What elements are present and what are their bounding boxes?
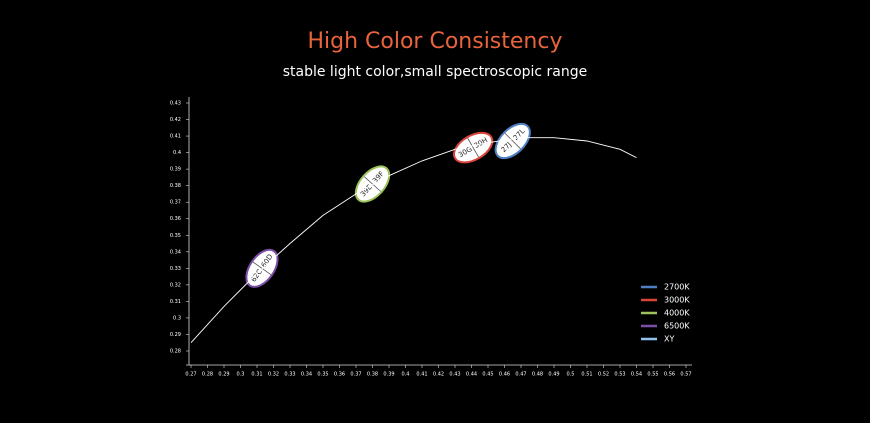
legend-label: 6500K xyxy=(664,322,690,331)
x-tick-label: 0.32 xyxy=(268,372,279,378)
y-tick-label: 0.33 xyxy=(170,266,181,272)
locus-curve xyxy=(190,137,637,344)
x-tick-label: 0.46 xyxy=(499,372,510,378)
x-tick-label: 0.33 xyxy=(284,372,295,378)
x-tick-label: 0.52 xyxy=(598,372,609,378)
x-tick-label: 0.54 xyxy=(631,372,642,378)
legend-label: 4000K xyxy=(664,309,690,318)
x-tick-label: 0.38 xyxy=(367,372,378,378)
y-tick-label: 0.28 xyxy=(170,349,181,355)
x-tick-label: 0.27 xyxy=(185,372,196,378)
y-tick-label: 0.29 xyxy=(170,332,181,338)
x-tick-label: 0.53 xyxy=(614,372,625,378)
chart-title: High Color Consistency xyxy=(307,29,562,54)
x-tick-label: 0.55 xyxy=(647,372,658,378)
legend-label: XY xyxy=(664,335,674,344)
x-tick-label: 0.28 xyxy=(202,372,213,378)
y-tick-label: 0.36 xyxy=(170,216,181,222)
x-tick-label: 0.31 xyxy=(251,372,262,378)
x-tick-label: 0.41 xyxy=(416,372,427,378)
chart-subtitle: stable light color,small spectroscopic r… xyxy=(283,64,588,80)
x-tick-label: 0.29 xyxy=(218,372,229,378)
ellipse-divider xyxy=(467,137,479,158)
legend-label: 3000K xyxy=(664,296,690,305)
y-tick-label: 0.43 xyxy=(170,101,181,107)
y-tick-label: 0.38 xyxy=(170,183,181,189)
y-tick-label: 0.32 xyxy=(170,282,181,288)
ellipse-divider xyxy=(504,132,521,150)
x-tick-label: 0.35 xyxy=(317,372,328,378)
x-tick-label: 0.37 xyxy=(350,372,361,378)
y-tick-label: 0.42 xyxy=(170,117,181,123)
x-tick-label: 0.44 xyxy=(466,372,477,378)
x-tick-label: 0.3 xyxy=(237,372,245,378)
y-tick-label: 0.3 xyxy=(173,315,181,321)
y-tick-label: 0.41 xyxy=(170,134,181,140)
y-tick-label: 0.4 xyxy=(173,150,181,156)
x-tick-label: 0.42 xyxy=(433,372,444,378)
x-tick-label: 0.43 xyxy=(449,372,460,378)
x-tick-label: 0.56 xyxy=(664,372,675,378)
x-tick-label: 0.34 xyxy=(301,372,312,378)
x-tick-label: 0.57 xyxy=(680,372,691,378)
x-tick-label: 0.51 xyxy=(581,372,592,378)
legend-label: 2700K xyxy=(664,283,690,292)
x-tick-label: 0.36 xyxy=(334,372,345,378)
x-tick-label: 0.39 xyxy=(383,372,394,378)
y-tick-label: 0.31 xyxy=(170,299,181,305)
x-tick-label: 0.49 xyxy=(548,372,559,378)
y-tick-label: 0.35 xyxy=(170,233,181,239)
x-tick-label: 0.47 xyxy=(515,372,526,378)
y-tick-label: 0.39 xyxy=(170,167,181,173)
ellipse-divider xyxy=(364,176,381,192)
y-tick-label: 0.34 xyxy=(170,249,181,255)
y-tick-label: 0.37 xyxy=(170,200,181,206)
x-tick-label: 0.5 xyxy=(567,372,575,378)
x-tick-label: 0.48 xyxy=(532,372,543,378)
x-tick-label: 0.4 xyxy=(402,372,410,378)
x-tick-label: 0.45 xyxy=(482,372,493,378)
